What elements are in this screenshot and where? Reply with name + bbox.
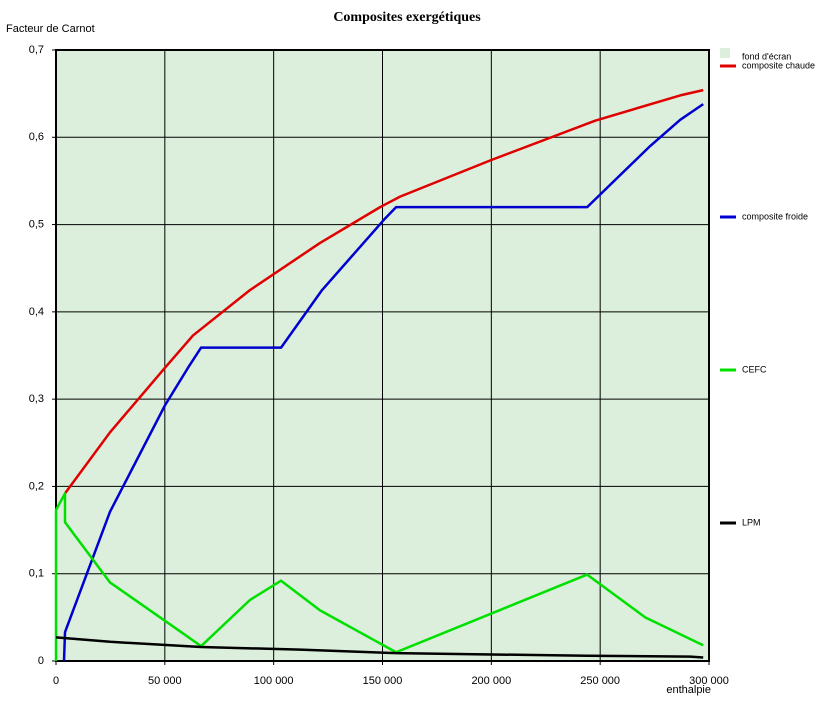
x-tick-label: 250 000 (580, 675, 620, 687)
x-tick-label: 150 000 (363, 675, 403, 687)
legend-label: composite chaude (742, 60, 815, 70)
y-tick-label: 0,5 (29, 218, 44, 230)
chart-title: Composites exergétiques (333, 10, 481, 25)
y-axis-label: Facteur de Carnot (6, 23, 95, 35)
y-tick-label: 0,1 (29, 568, 44, 580)
y-tick-label: 0,6 (29, 131, 44, 143)
y-tick-label: 0,4 (29, 306, 44, 318)
y-tick-label: 0 (38, 655, 44, 667)
y-tick-label: 0,3 (29, 393, 44, 405)
plot-border (55, 49, 710, 662)
legend-label: CEFC (742, 364, 767, 374)
y-tick-label: 0,7 (29, 44, 44, 56)
x-tick-label: 300 000 (689, 675, 729, 687)
x-axis-label: enthalpie (666, 684, 711, 696)
legend-label: LPM (742, 517, 761, 527)
legend-label: fond d'écran (742, 51, 791, 61)
x-tick-label: 100 000 (254, 675, 294, 687)
series-line (54, 492, 704, 661)
series-line (55, 636, 704, 659)
x-tick-label: 200 000 (471, 675, 511, 687)
series-line (63, 88, 704, 495)
legend-label: composite froide (742, 211, 808, 221)
y-tick-label: 0,2 (29, 480, 44, 492)
x-tick-label: 0 (53, 675, 59, 687)
legend-swatch (720, 48, 730, 58)
x-tick-label: 50 000 (148, 675, 182, 687)
series-line (62, 103, 704, 662)
